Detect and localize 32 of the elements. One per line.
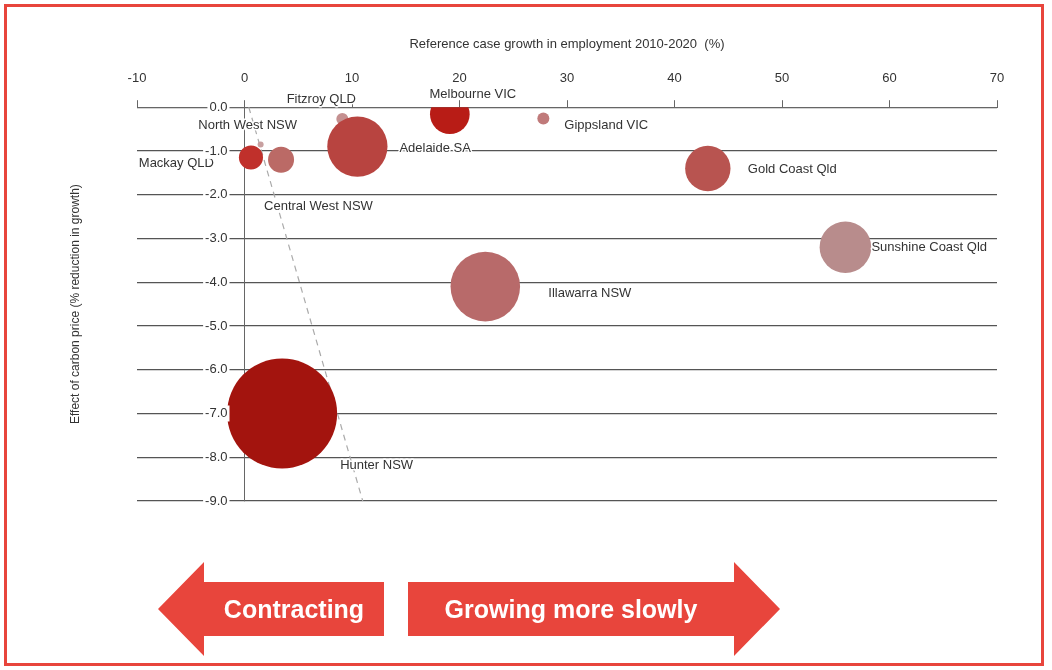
y-tick-label: -1.0 xyxy=(205,142,228,158)
x-tick-label: -10 xyxy=(127,69,147,85)
x-tick-label: 60 xyxy=(882,69,897,85)
annotation: Sunshine Coast Qld xyxy=(871,238,988,254)
y-tick-label: -7.0 xyxy=(205,405,228,421)
y-tick-label: -5.0 xyxy=(205,317,228,333)
x-tick-label: 40 xyxy=(667,69,682,85)
x-tick-label: 0 xyxy=(240,69,249,85)
y-tick-label: -8.0 xyxy=(205,448,228,464)
x-tick-label: 50 xyxy=(774,69,790,85)
x-tick-label: 20 xyxy=(452,69,467,85)
annotation: Mackay QLD xyxy=(138,155,214,171)
left-arrow-icon: Contracting xyxy=(158,562,384,656)
y-tick-label: -4.0 xyxy=(205,273,228,289)
annotation: Gippsland VIC xyxy=(564,117,649,133)
y-tick-label: 0.0 xyxy=(209,98,228,114)
y-axis-title: Effect of carbon price (% reduction in growth) xyxy=(68,184,83,425)
y-tick-label: -3.0 xyxy=(205,230,228,246)
y-tick-label: -9.0 xyxy=(205,492,228,508)
annotation: Central West NSW xyxy=(264,198,374,214)
y-tick-label: -6.0 xyxy=(205,361,228,377)
annotation: Gold Coast Qld xyxy=(747,161,837,177)
annotation: Hunter NSW xyxy=(340,457,414,473)
x-axis-title: Reference case growth in employment 2010-2020 (%) xyxy=(409,36,725,52)
text: Melbourne VIC xyxy=(429,85,517,101)
right-arrow-icon: Growing more slowly xyxy=(408,562,780,656)
annotation: Illawarra NSW xyxy=(548,285,633,301)
x-tick-label: 30 xyxy=(559,69,575,85)
text: Fitzroy QLD xyxy=(286,90,356,106)
x-tick-label: 10 xyxy=(344,69,360,85)
y-tick-label: -2.0 xyxy=(205,186,228,202)
x-tick-label: 70 xyxy=(989,69,1005,85)
